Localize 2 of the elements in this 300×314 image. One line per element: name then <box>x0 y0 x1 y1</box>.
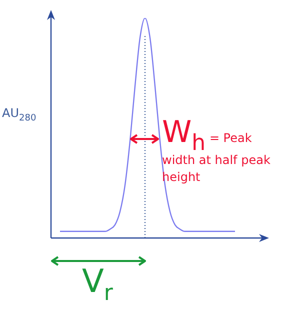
text: V$_{r}$ <box>82 262 113 306</box>
y-axis-title: AU$_{280}$ <box>2 106 36 124</box>
